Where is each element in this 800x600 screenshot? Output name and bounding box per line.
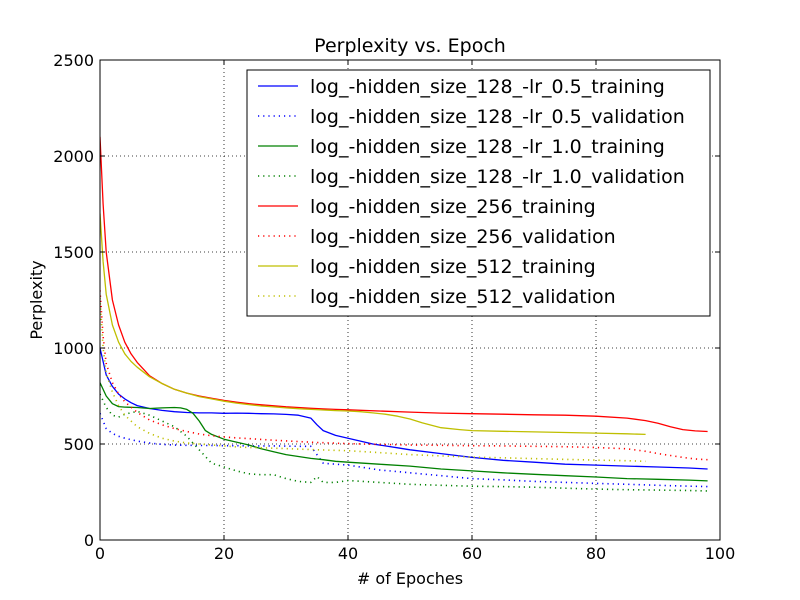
- series-line-log-hidden-size-128-lr-1-0-training: [100, 382, 708, 482]
- x-tick-label: 40: [338, 544, 358, 563]
- x-tick-label: 100: [705, 544, 736, 563]
- legend-label: log_-hidden_size_128_-lr_1.0_validation: [310, 166, 685, 188]
- series-line-log-hidden-size-128-lr-0-5-training: [100, 347, 708, 470]
- legend-label: log_-hidden_size_512_training: [310, 256, 596, 278]
- y-tick-label: 1500: [53, 243, 94, 262]
- x-tick-label: 20: [214, 544, 234, 563]
- chart-title: Perplexity vs. Epoch: [314, 35, 506, 57]
- y-tick-label: 1000: [53, 339, 94, 358]
- legend: log_-hidden_size_128_-lr_0.5_traininglog…: [246, 69, 711, 317]
- series-line-log-hidden-size-512-training: [100, 213, 646, 436]
- legend-label: log_-hidden_size_256_validation: [310, 226, 616, 248]
- x-axis-title: # of Epoches: [357, 569, 463, 588]
- y-axis-title: Perplexity: [27, 260, 46, 339]
- legend-label: log_-hidden_size_256_training: [310, 196, 596, 218]
- legend-label: log_-hidden_size_128_-lr_0.5_validation: [310, 106, 685, 128]
- y-tick-label: 2500: [53, 51, 94, 70]
- plot-area-frame: [99, 59, 721, 541]
- legend-label: log_-hidden_size_128_-lr_0.5_training: [310, 76, 665, 98]
- y-tick-label: 2000: [53, 147, 94, 166]
- y-tick-label: 500: [63, 435, 94, 454]
- legend-label: log_-hidden_size_512_validation: [310, 286, 616, 308]
- series-line-log-hidden-size-256-training: [100, 136, 708, 433]
- series-group: [100, 136, 708, 492]
- legend-label: log_-hidden_size_128_-lr_1.0_training: [310, 136, 665, 158]
- x-tick-label: 60: [462, 544, 482, 563]
- y-tick-label: 0: [84, 531, 94, 550]
- series-line-log-hidden-size-256-validation: [100, 290, 708, 461]
- x-tick-label: 0: [95, 544, 105, 563]
- x-tick-label: 80: [586, 544, 606, 563]
- legend-box: [246, 69, 711, 317]
